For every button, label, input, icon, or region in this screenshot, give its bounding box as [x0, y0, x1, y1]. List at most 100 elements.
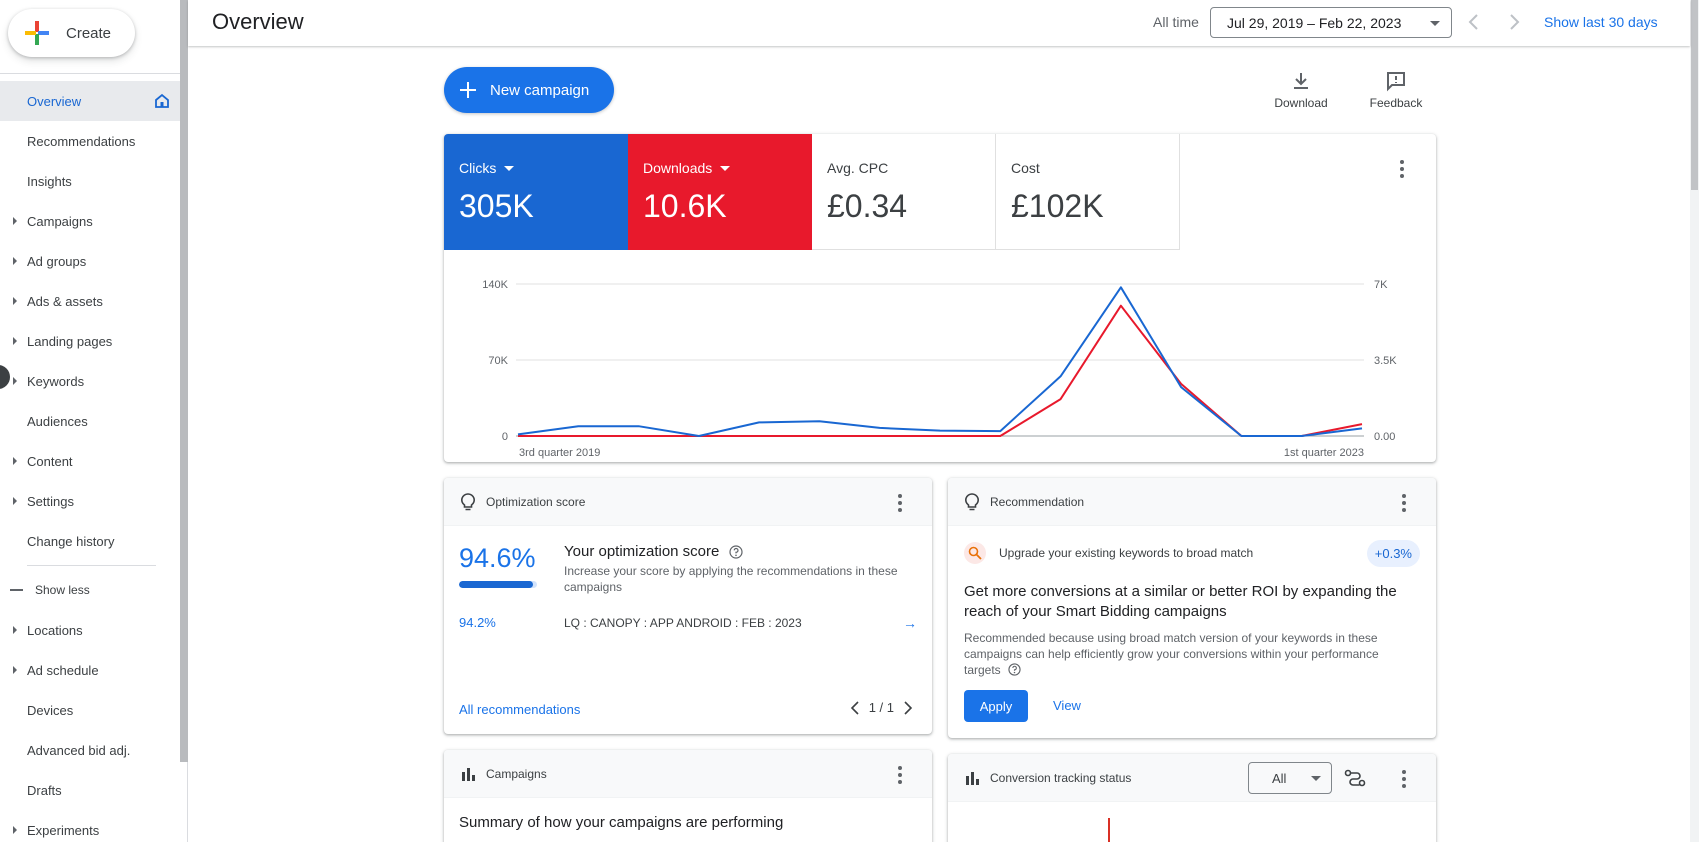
sidebar-item-content[interactable]: Content — [0, 441, 180, 481]
sidebar-item-overview[interactable]: Overview — [0, 81, 180, 121]
expand-caret-icon[interactable] — [13, 457, 17, 465]
metric-label-row: Avg. CPC — [827, 160, 995, 176]
y-tick-label-right: 3.5K — [1374, 355, 1397, 367]
metric-value: 10.6K — [643, 188, 727, 224]
recommendation-description: Recommended because using broad match ve… — [964, 630, 1414, 678]
apply-button[interactable]: Apply — [964, 690, 1028, 722]
sidebar-item-keywords[interactable]: Keywords — [0, 361, 180, 401]
campaign-score: 94.2% — [459, 615, 496, 630]
bar-chart-icon — [966, 771, 979, 785]
sidebar-item-ad-groups[interactable]: Ad groups — [0, 241, 180, 281]
sidebar-item-label: Ad schedule — [27, 662, 99, 678]
performance-card: Clicks 305K Downloads 10.6K Avg. CPC £0.… — [444, 134, 1436, 462]
chevron-right-icon[interactable] — [1504, 12, 1524, 32]
sidebar-item-label: Insights — [27, 173, 72, 189]
x-tick-label: 3rd quarter 2019 — [519, 447, 600, 459]
sidebar-item-advanced-bid-adj[interactable]: Advanced bid adj. — [0, 730, 180, 770]
metric-avg-cpc[interactable]: Avg. CPC £0.34 — [812, 134, 996, 250]
conversion-filter-select[interactable]: All — [1248, 762, 1332, 794]
expand-caret-icon[interactable] — [13, 337, 17, 345]
expand-caret-icon[interactable] — [13, 666, 17, 674]
dropdown-arrow-icon[interactable] — [504, 165, 515, 171]
more-vert-icon[interactable] — [1402, 494, 1406, 515]
expand-caret-icon[interactable] — [13, 377, 17, 385]
sidebar-item-experiments[interactable]: Experiments — [0, 810, 180, 842]
sidebar-item-label: Locations — [27, 622, 83, 638]
card-title: Conversion tracking status — [990, 770, 1132, 785]
optimization-score-value: 94.6% — [459, 543, 536, 573]
sidebar-item-insights[interactable]: Insights — [0, 161, 180, 201]
new-campaign-label: New campaign — [490, 81, 590, 99]
metric-cost[interactable]: Cost £102K — [996, 134, 1180, 250]
chevron-right-icon[interactable] — [902, 700, 914, 715]
expand-caret-icon[interactable] — [13, 497, 17, 505]
chevron-left-icon[interactable] — [1464, 12, 1484, 32]
optimization-title-row: Your optimization score — [564, 543, 743, 560]
feedback-icon — [1387, 72, 1405, 92]
all-recommendations-link[interactable]: All recommendations — [459, 702, 581, 717]
more-vert-icon[interactable] — [1402, 770, 1406, 791]
sidebar-scrollbar[interactable] — [180, 0, 188, 762]
optimization-score-bar-fill — [459, 581, 533, 588]
collapse-sidebar-icon[interactable] — [0, 365, 10, 389]
dropdown-arrow-icon — [1430, 21, 1440, 26]
sidebar-item-label: Campaigns — [27, 213, 93, 229]
help-icon[interactable] — [729, 544, 743, 559]
date-range-value: Jul 29, 2019 – Feb 22, 2023 — [1227, 15, 1402, 31]
show-last-30-days-link[interactable]: Show last 30 days — [1544, 14, 1658, 30]
sidebar-item-label: Settings — [27, 493, 74, 509]
feedback-button[interactable]: Feedback — [1356, 70, 1436, 110]
conversion-chart-line — [1108, 818, 1110, 842]
more-vert-icon[interactable] — [1400, 160, 1404, 181]
expand-caret-icon[interactable] — [13, 626, 17, 634]
expand-caret-icon[interactable] — [13, 257, 17, 265]
metric-downloads[interactable]: Downloads 10.6K — [628, 134, 812, 250]
campaigns-summary: Summary of how your campaigns are perfor… — [459, 814, 784, 831]
metric-label: Clicks — [459, 160, 497, 176]
sidebar-item-drafts[interactable]: Drafts — [0, 770, 180, 810]
more-vert-icon[interactable] — [898, 766, 902, 787]
help-icon[interactable] — [1008, 663, 1021, 676]
sidebar-item-campaigns[interactable]: Campaigns — [0, 201, 180, 241]
expand-caret-icon[interactable] — [13, 826, 17, 834]
lightbulb-icon — [461, 492, 475, 510]
sidebar-item-devices[interactable]: Devices — [0, 690, 180, 730]
tracking-flow-icon[interactable] — [1344, 769, 1366, 787]
arrow-right-icon[interactable]: → — [903, 615, 917, 631]
y-tick-label-right: 7K — [1374, 279, 1388, 291]
optimization-description: Increase your score by applying the reco… — [564, 564, 898, 594]
campaigns-card: Campaigns Summary of how your campaigns … — [444, 750, 932, 842]
show-less-toggle[interactable]: Show less — [0, 570, 180, 610]
chevron-left-icon[interactable] — [849, 700, 861, 715]
page-scrollbar[interactable] — [1690, 0, 1699, 842]
date-range-select[interactable]: Jul 29, 2019 – Feb 22, 2023 — [1210, 7, 1452, 38]
sidebar-item-change-history[interactable]: Change history — [0, 521, 180, 561]
sidebar-item-settings[interactable]: Settings — [0, 481, 180, 521]
metric-clicks[interactable]: Clicks 305K — [444, 134, 628, 250]
view-button[interactable]: View — [1053, 698, 1081, 713]
dropdown-arrow-icon[interactable] — [720, 165, 731, 171]
metric-label-row: Downloads — [643, 160, 812, 176]
sidebar-nav: Overview Recommendations Insights Campai… — [0, 81, 180, 842]
sidebar-item-ad-schedule[interactable]: Ad schedule — [0, 650, 180, 690]
sidebar-item-ads-assets[interactable]: Ads & assets — [0, 281, 180, 321]
new-campaign-button[interactable]: New campaign — [444, 67, 614, 113]
create-button[interactable]: Create — [8, 9, 135, 57]
sidebar-item-landing-pages[interactable]: Landing pages — [0, 321, 180, 361]
sidebar-item-audiences[interactable]: Audiences — [0, 401, 180, 441]
create-label: Create — [66, 24, 112, 42]
campaign-name[interactable]: LQ : CANOPY : APP ANDROID : FEB : 2023 — [564, 616, 802, 630]
expand-caret-icon[interactable] — [13, 217, 17, 225]
download-button[interactable]: Download — [1261, 70, 1341, 110]
card-header: Optimization score — [444, 478, 932, 526]
sidebar-item-recommendations[interactable]: Recommendations — [0, 121, 180, 161]
sidebar-item-label: Drafts — [27, 782, 62, 798]
expand-caret-icon[interactable] — [13, 297, 17, 305]
more-vert-icon[interactable] — [898, 494, 902, 515]
top-header: Overview All time Jul 29, 2019 – Feb 22,… — [188, 0, 1690, 46]
sidebar-item-locations[interactable]: Locations — [0, 610, 180, 650]
sidebar-item-label: Ads & assets — [27, 293, 103, 309]
scrollbar-thumb[interactable] — [1691, 0, 1698, 190]
sidebar-item-label: Keywords — [27, 373, 85, 389]
